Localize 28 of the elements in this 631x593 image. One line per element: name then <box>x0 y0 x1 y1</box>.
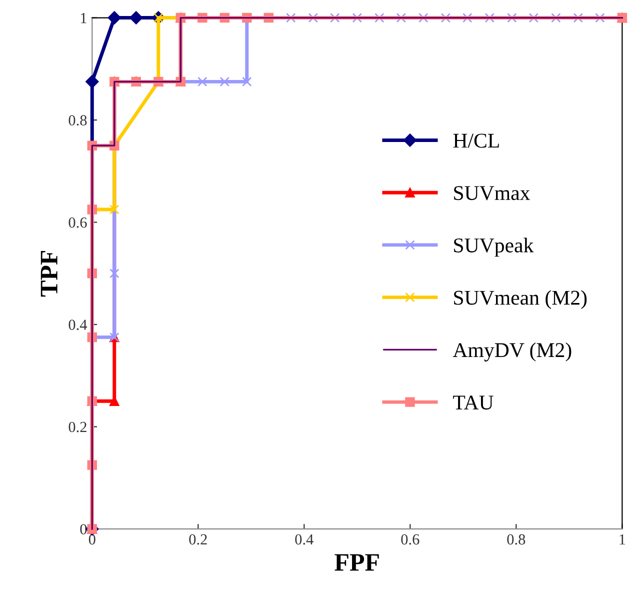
legend-label: TAU <box>453 396 494 410</box>
point <box>198 76 208 87</box>
x-tick-label: 0.4 <box>295 534 314 545</box>
x-tick-label: 0.8 <box>507 534 526 545</box>
point <box>108 11 121 24</box>
legend-label: H/CL <box>453 134 499 148</box>
point <box>86 75 99 88</box>
point <box>110 268 120 278</box>
point <box>242 76 252 87</box>
y-tick-label: 0.2 <box>68 422 86 432</box>
x-axis-title: FPF <box>334 554 379 571</box>
y-tick-label: 0.4 <box>68 320 88 330</box>
legend-label: SUVmean (M2) <box>454 290 587 310</box>
legend-label: SUVpeak <box>454 238 534 257</box>
y-axis-title: TPF <box>40 250 58 297</box>
legend-label: AmyDV (M2) <box>452 342 572 362</box>
y-tick-label: 1 <box>80 13 86 24</box>
legend-label: SUVmax <box>454 186 530 200</box>
x-tick-label: 1 <box>620 534 626 544</box>
y-tick-label: 0.8 <box>68 115 87 126</box>
point <box>130 11 143 24</box>
x-tick-label: 0 <box>88 534 96 545</box>
point <box>220 76 230 87</box>
y-tick-label: 0 <box>80 524 87 534</box>
y-tick-label: 0.6 <box>68 217 87 228</box>
point <box>110 204 120 214</box>
x-tick-label: 0.6 <box>401 534 420 545</box>
x-tick-label: 0.2 <box>189 534 207 545</box>
